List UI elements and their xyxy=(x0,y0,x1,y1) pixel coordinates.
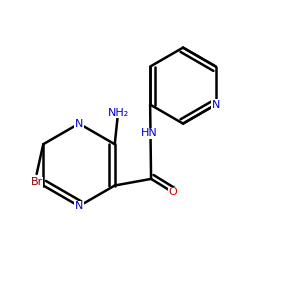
Text: Br: Br xyxy=(31,177,43,187)
Text: O: O xyxy=(168,187,177,197)
Text: NH₂: NH₂ xyxy=(107,108,129,118)
Text: N: N xyxy=(212,100,220,110)
Text: N: N xyxy=(75,118,83,129)
Text: N: N xyxy=(75,201,83,211)
Text: HN: HN xyxy=(141,128,157,139)
